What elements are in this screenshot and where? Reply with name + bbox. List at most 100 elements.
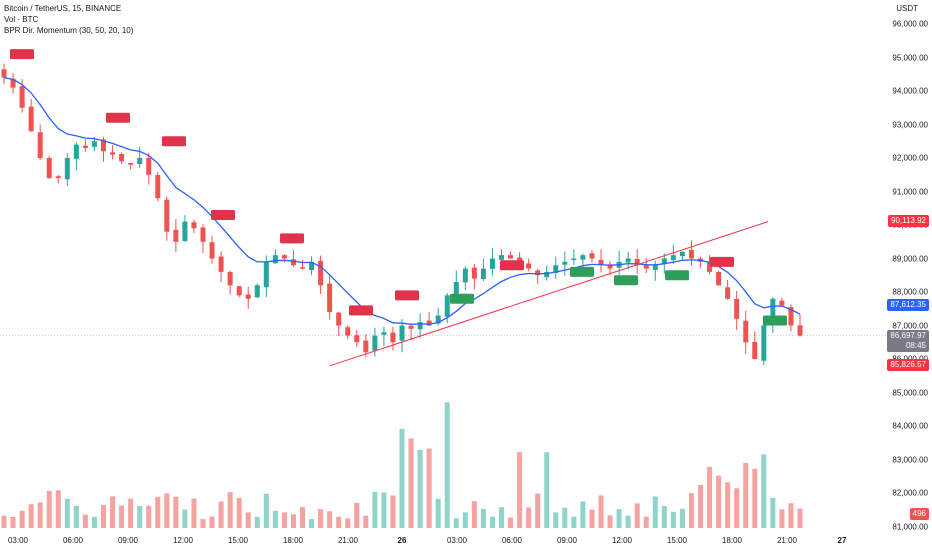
volume-bar	[788, 503, 794, 528]
candle-body	[489, 258, 495, 269]
candle-body	[390, 332, 396, 343]
price-tick-label: 96,000.00	[892, 19, 928, 29]
volume-bar	[499, 507, 504, 528]
time-tick-label: 06:00	[62, 536, 84, 545]
time-tick-label: 12:00	[172, 536, 194, 545]
legend-volume[interactable]: Vol · BTC	[4, 15, 39, 24]
candle-body	[327, 283, 333, 313]
volume-bar	[589, 509, 595, 528]
volume-bar	[661, 505, 667, 528]
price-chart[interactable]	[0, 0, 886, 532]
volume-bar	[734, 488, 740, 528]
bull-signal-marker	[614, 275, 638, 286]
volume-bar	[390, 495, 396, 528]
time-tick-label: 21:00	[776, 536, 798, 545]
bull-signal-marker	[570, 266, 594, 277]
candle-body	[354, 335, 360, 343]
volume-bar	[643, 516, 649, 528]
volume-bar	[607, 515, 613, 528]
volume-bar	[101, 505, 106, 528]
time-tick-label: 09:00	[556, 536, 578, 545]
candle-body	[372, 335, 378, 351]
price-axis[interactable]: USDT 96,000.00 95,000.00 94,000.00 93,000.0…	[886, 0, 932, 532]
candle-body	[598, 259, 604, 266]
candle-body	[37, 132, 43, 158]
candle-body	[399, 325, 405, 341]
candle-body	[137, 158, 143, 165]
volume-bar	[526, 507, 532, 528]
candle-body	[55, 176, 61, 179]
volume-bar	[779, 509, 785, 528]
candle-body	[707, 261, 713, 272]
candle-body	[716, 271, 722, 286]
time-tick-label: 26	[397, 536, 407, 545]
volume-bar	[797, 508, 803, 528]
time-tick-label: 03:00	[7, 536, 29, 545]
candle-body	[535, 270, 541, 276]
volume-bar	[200, 519, 206, 528]
candle-body	[480, 268, 486, 280]
candle-body	[363, 340, 369, 353]
volume-bar	[55, 490, 61, 528]
candle-body	[209, 242, 215, 259]
volume-bar	[535, 493, 541, 528]
candle-body	[281, 255, 287, 259]
volume-bar	[137, 506, 143, 528]
volume-bar	[489, 516, 495, 528]
last-price-badge: 86,697.97 08:45	[887, 329, 929, 352]
candle-body	[589, 253, 595, 259]
candle-body	[82, 145, 88, 148]
candle-body	[499, 255, 504, 260]
candle-body	[526, 263, 532, 269]
candle-body	[517, 257, 523, 262]
volume-bar	[770, 497, 776, 528]
volume-bar	[91, 516, 97, 528]
candle-body	[200, 227, 206, 242]
volume-bar	[743, 462, 749, 528]
candle-body	[643, 265, 649, 269]
candle-body	[345, 327, 351, 336]
candle-body	[580, 255, 586, 260]
candle-body	[426, 320, 432, 326]
volume-bar	[327, 511, 333, 528]
volume-bar	[254, 516, 260, 528]
volume-bar	[580, 501, 586, 528]
candle-body	[779, 300, 785, 306]
legend-symbol[interactable]: Bitcoin / TetherUS, 15, BINANCE	[4, 4, 122, 13]
price-tick-label: 81,000.00	[892, 522, 928, 531]
candle-body	[119, 154, 125, 162]
price-tick-label: 93,000.00	[892, 120, 928, 129]
volume-bar	[227, 492, 233, 528]
candle-body	[182, 221, 188, 242]
candle-body	[46, 158, 52, 179]
bear-signal-marker	[211, 209, 235, 220]
candle-body	[544, 271, 550, 278]
price-unit: USDT	[896, 4, 918, 13]
candle-body	[1, 69, 7, 78]
volume-bar	[426, 448, 432, 528]
bull-signal-marker	[450, 293, 474, 304]
volume-badge: 496	[909, 508, 929, 520]
price-tick-label: 82,000.00	[892, 488, 928, 498]
high-price-badge: 90,113.92	[888, 215, 929, 228]
time-axis[interactable]: 03:00 06:00 09:00 12:00 15:00 18:00 21:00 26 03:…	[0, 532, 886, 550]
volume-bar	[155, 496, 161, 528]
volume-bar	[281, 512, 287, 528]
candle-body	[607, 264, 613, 269]
candle-body	[462, 268, 468, 283]
legend-indicator[interactable]: BPR Dir. Momentum (30, 50, 20, 10)	[4, 26, 134, 35]
bear-signal-marker	[349, 305, 373, 316]
volume-bar	[146, 505, 152, 528]
volume-bar	[110, 496, 116, 528]
price-tick-label: 88,000.00	[892, 287, 928, 297]
chart-plot-area[interactable]: Bitcoin / TetherUS, 15, BINANCE Vol · BT…	[0, 0, 886, 532]
candle-body	[444, 295, 450, 317]
volume-bar	[73, 505, 79, 528]
time-tick-label: 18:00	[721, 536, 743, 545]
candle-body	[408, 325, 414, 329]
volume-bar	[1, 515, 7, 528]
volume-bar	[707, 466, 713, 528]
candle-body	[381, 332, 387, 335]
candle-body	[453, 281, 459, 298]
volume-bar	[716, 475, 722, 528]
